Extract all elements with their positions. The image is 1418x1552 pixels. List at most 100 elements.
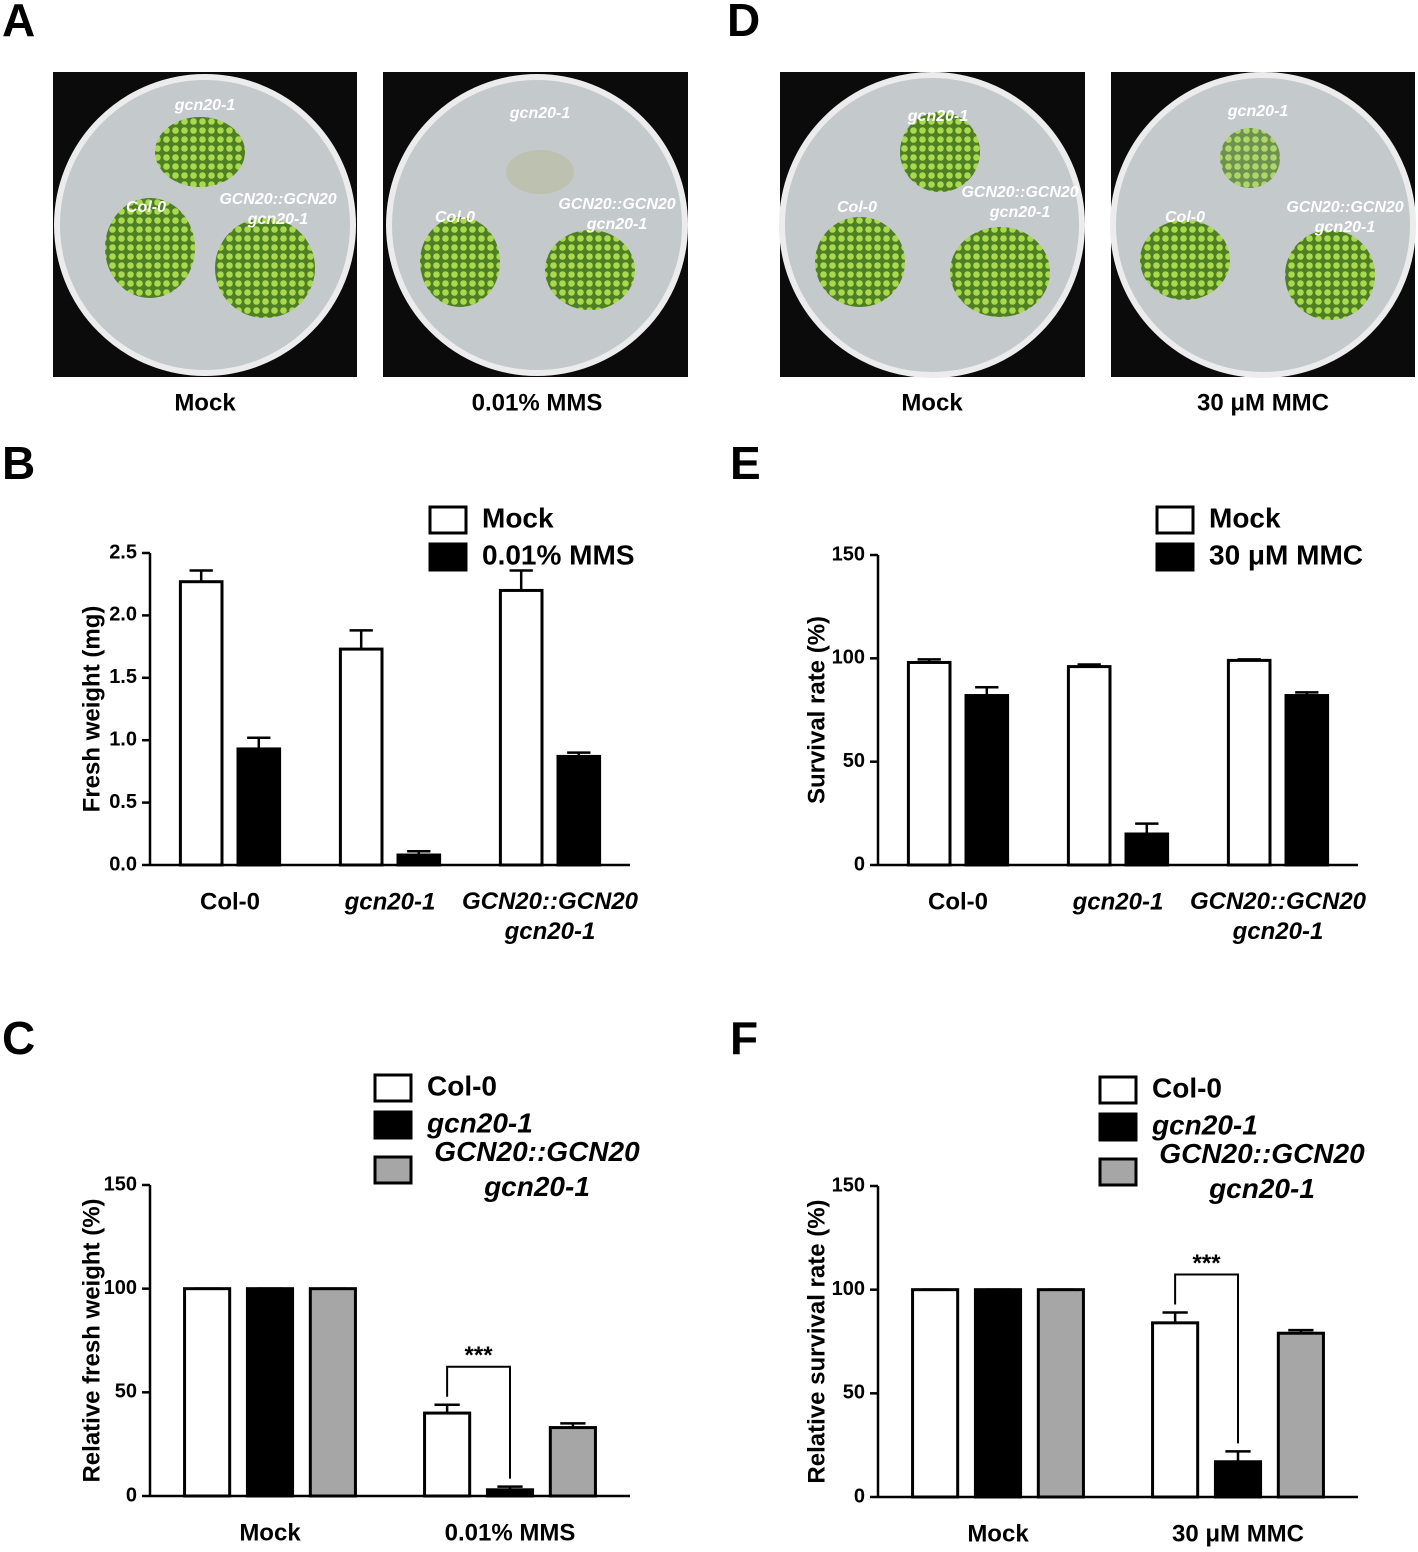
y-tick-label: 0 (854, 1485, 865, 1507)
legend-label: GCN20::GCN20 gcn20-1 (434, 1136, 640, 1202)
error-bar (1162, 1311, 1188, 1323)
error-bar (349, 629, 373, 650)
bar (338, 647, 384, 867)
panel-letter: E (730, 437, 761, 489)
photo-caption: Mock (901, 389, 963, 416)
legend-label: Col-0 (1152, 1072, 1222, 1103)
error-bar (509, 569, 533, 591)
photo-caption: 30 μM MMC (1197, 389, 1329, 416)
bar (1066, 665, 1112, 867)
bar (178, 580, 224, 867)
bar (1124, 832, 1170, 867)
y-tick-label: 0.5 (109, 791, 137, 813)
photo-label: GCN20::GCN20 gcn20-1 (961, 184, 1078, 221)
legend-swatch (1098, 1075, 1138, 1105)
photo: gcn20-1 Col-0 GCN20::GCN20 gcn20-1 (1110, 72, 1416, 378)
bar (423, 1411, 472, 1498)
bar (973, 1288, 1023, 1499)
x-tick-label: GCN20::GCN20 gcn20-1 (1190, 888, 1367, 945)
bar (964, 694, 1010, 867)
photo-caption: 0.01% MMS (472, 389, 603, 416)
bar (1226, 658, 1272, 867)
panel-letter: F (730, 1012, 758, 1064)
bar (236, 747, 282, 867)
bar (308, 1287, 357, 1498)
error-bar (247, 736, 271, 749)
y-tick-label: 50 (115, 1381, 137, 1403)
y-tick-label: 1.0 (109, 728, 137, 750)
bar (498, 588, 544, 867)
photo-label: Col-0 (435, 209, 475, 226)
legend-swatch (373, 1110, 413, 1140)
y-tick-label: 0 (126, 1484, 137, 1506)
x-tick-label: Col-0 (928, 888, 988, 915)
bar (1276, 1331, 1325, 1499)
bar (396, 853, 442, 867)
bar (548, 1426, 597, 1498)
bar (245, 1287, 295, 1498)
legend-swatch (1098, 1157, 1138, 1187)
y-tick-label: 100 (832, 1278, 865, 1300)
legend-swatch (373, 1073, 413, 1103)
photo-label: GCN20::GCN20 gcn20-1 (219, 191, 336, 228)
significance-bracket (446, 1365, 511, 1479)
photo-label: gcn20-1 (907, 108, 969, 125)
bar (911, 1288, 960, 1499)
photo-caption: Mock (174, 389, 236, 416)
x-tick-label: GCN20::GCN20 gcn20-1 (462, 888, 639, 945)
panel-letter: D (727, 0, 760, 46)
x-tick-label: 0.01% MMS (445, 1519, 576, 1546)
legend-label: Mock (1209, 502, 1281, 533)
x-tick-label: gcn20-1 (1072, 888, 1164, 915)
photo-label: gcn20-1 (509, 105, 571, 122)
significance-label: *** (465, 1342, 494, 1369)
y-tick-label: 0.0 (109, 853, 137, 875)
significance-bracket (1174, 1273, 1239, 1444)
legend-label: GCN20::GCN20 gcn20-1 (1159, 1138, 1365, 1204)
y-axis-label: Survival rate (%) (803, 616, 830, 804)
legend-swatch (428, 505, 468, 535)
legend-swatch (1155, 542, 1195, 572)
y-tick-label: 100 (832, 647, 865, 669)
y-tick-label: 150 (104, 1173, 137, 1195)
y-tick-label: 100 (104, 1277, 137, 1299)
bar (1151, 1321, 1200, 1499)
y-axis-label: Relative survival rate (%) (803, 1199, 830, 1483)
legend-swatch (373, 1155, 413, 1185)
legend-label: 0.01% MMS (482, 539, 635, 570)
legend-label: gcn20-1 (1151, 1109, 1258, 1140)
photo-label: GCN20::GCN20 gcn20-1 (1286, 199, 1403, 236)
photo: gcn20-1 Col-0 GCN20::GCN20 gcn20-1 (53, 72, 357, 377)
bar (485, 1488, 535, 1498)
y-tick-label: 1.5 (109, 666, 137, 688)
photo-label: Col-0 (1165, 209, 1205, 226)
bar (1213, 1460, 1263, 1499)
error-bar (1135, 822, 1159, 834)
y-axis-label: Fresh weight (mg) (78, 606, 105, 813)
x-tick-label: gcn20-1 (344, 888, 436, 915)
legend-swatch (428, 542, 468, 572)
significance-label: *** (1193, 1250, 1222, 1277)
photo: gcn20-1 Col-0 GCN20::GCN20 gcn20-1 (779, 72, 1085, 378)
photo-label: GCN20::GCN20 gcn20-1 (558, 196, 675, 233)
bar (556, 754, 602, 867)
bar (906, 660, 952, 867)
legend-swatch (1098, 1112, 1138, 1142)
panel-letter: A (2, 0, 35, 46)
legend-label: Mock (482, 502, 554, 533)
y-tick-label: 50 (843, 1382, 865, 1404)
panel-letter: B (2, 437, 35, 489)
photo-label: Col-0 (126, 199, 166, 216)
error-bar (1225, 1450, 1251, 1462)
panel-letter: C (2, 1012, 35, 1064)
photo-label: gcn20-1 (174, 97, 236, 114)
y-axis-label: Relative fresh weight (%) (78, 1198, 105, 1482)
legend-swatch (1155, 505, 1195, 535)
photo-label: gcn20-1 (1227, 103, 1289, 120)
x-tick-label: 30 μM MMC (1172, 1520, 1304, 1547)
y-tick-label: 150 (832, 543, 865, 565)
photo: gcn20-1 Col-0 GCN20::GCN20 gcn20-1 (383, 72, 688, 377)
x-tick-label: Col-0 (200, 888, 260, 915)
bar (183, 1287, 232, 1498)
